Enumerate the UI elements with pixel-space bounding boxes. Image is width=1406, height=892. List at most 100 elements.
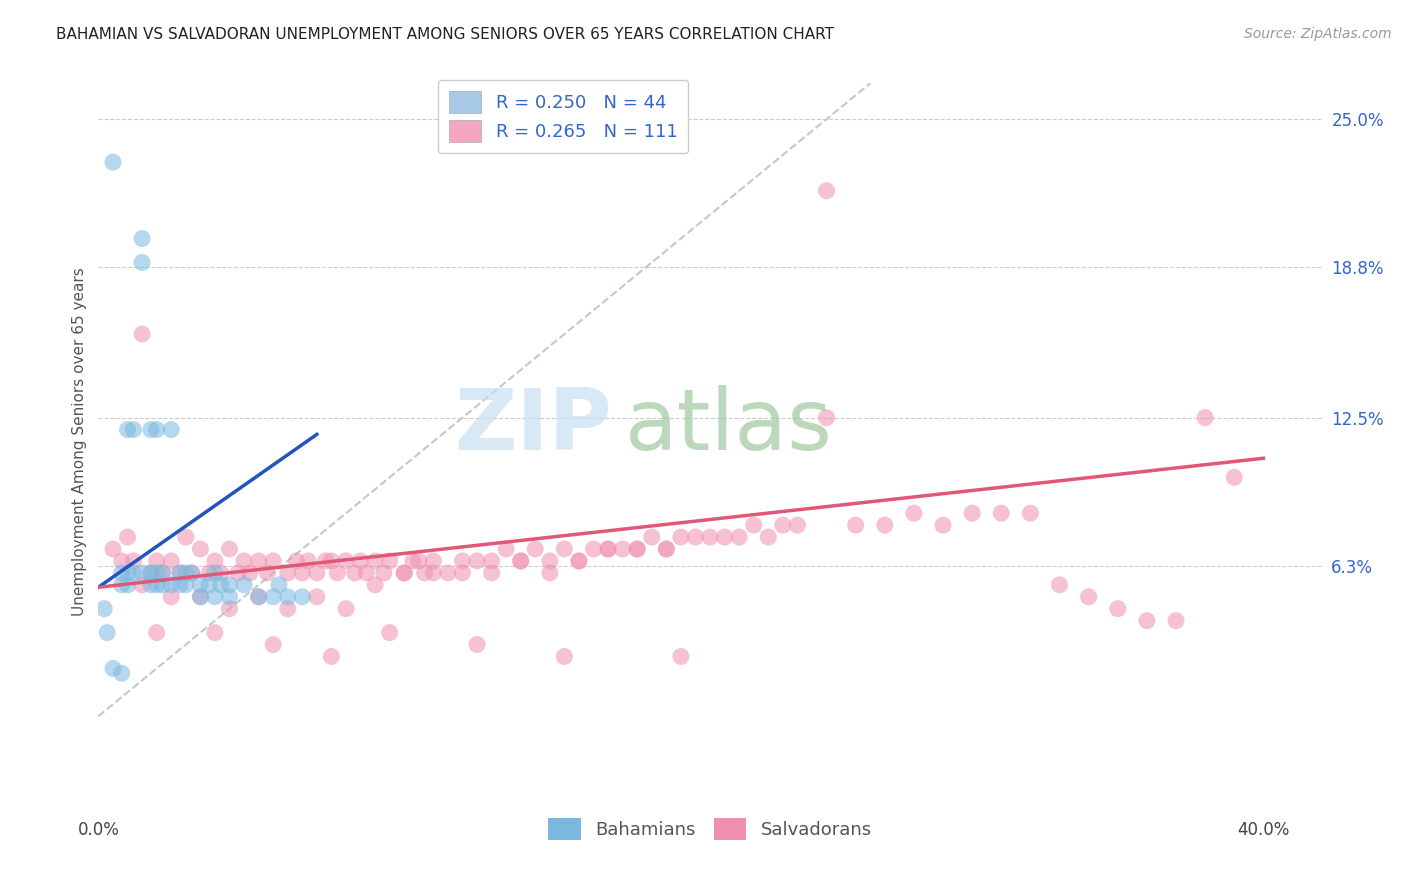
Point: [1107, 601, 1129, 615]
Point: [596, 541, 619, 556]
Point: [204, 590, 226, 604]
Point: [277, 601, 299, 615]
Point: [596, 541, 619, 556]
Point: [111, 566, 134, 580]
Point: [169, 566, 191, 580]
Point: [247, 554, 270, 568]
Point: [1194, 410, 1216, 425]
Point: [139, 566, 162, 580]
Point: [315, 554, 337, 568]
Point: [465, 638, 488, 652]
Point: [145, 423, 167, 437]
Point: [188, 590, 212, 604]
Point: [122, 423, 145, 437]
Point: [285, 554, 308, 568]
Point: [152, 566, 174, 580]
Point: [169, 566, 191, 580]
Point: [815, 184, 838, 198]
Point: [174, 530, 197, 544]
Point: [392, 566, 416, 580]
Point: [451, 566, 474, 580]
Point: [131, 578, 153, 592]
Point: [160, 554, 183, 568]
Point: [568, 554, 591, 568]
Point: [93, 601, 115, 615]
Text: Source: ZipAtlas.com: Source: ZipAtlas.com: [1244, 27, 1392, 41]
Point: [152, 578, 174, 592]
Point: [262, 590, 284, 604]
Point: [198, 578, 221, 592]
Point: [343, 566, 366, 580]
Point: [291, 590, 314, 604]
Point: [209, 578, 232, 592]
Point: [305, 566, 328, 580]
Point: [932, 518, 955, 533]
Point: [742, 518, 765, 533]
Point: [378, 554, 401, 568]
Point: [1019, 506, 1042, 520]
Point: [262, 554, 284, 568]
Point: [131, 231, 153, 245]
Point: [204, 554, 226, 568]
Point: [188, 541, 212, 556]
Point: [392, 566, 416, 580]
Point: [188, 590, 212, 604]
Point: [437, 566, 460, 580]
Point: [626, 541, 648, 556]
Point: [495, 541, 517, 556]
Point: [139, 578, 162, 592]
Point: [538, 554, 561, 568]
Point: [233, 578, 256, 592]
Point: [845, 518, 868, 533]
Point: [139, 566, 162, 580]
Point: [160, 578, 183, 592]
Point: [204, 566, 226, 580]
Point: [786, 518, 808, 533]
Point: [160, 590, 183, 604]
Point: [218, 601, 240, 615]
Point: [256, 566, 278, 580]
Point: [101, 541, 124, 556]
Point: [131, 255, 153, 269]
Point: [305, 590, 328, 604]
Point: [408, 554, 430, 568]
Point: [1136, 614, 1159, 628]
Point: [145, 566, 167, 580]
Point: [188, 578, 212, 592]
Point: [364, 554, 387, 568]
Point: [145, 578, 167, 592]
Point: [145, 554, 167, 568]
Point: [204, 625, 226, 640]
Point: [180, 566, 202, 580]
Point: [699, 530, 721, 544]
Point: [669, 649, 692, 664]
Point: [422, 554, 444, 568]
Point: [247, 590, 270, 604]
Point: [465, 554, 488, 568]
Text: atlas: atlas: [624, 385, 832, 468]
Point: [152, 566, 174, 580]
Text: BAHAMIAN VS SALVADORAN UNEMPLOYMENT AMONG SENIORS OVER 65 YEARS CORRELATION CHAR: BAHAMIAN VS SALVADORAN UNEMPLOYMENT AMON…: [56, 27, 834, 42]
Point: [160, 423, 183, 437]
Point: [553, 649, 575, 664]
Point: [568, 554, 591, 568]
Point: [131, 327, 153, 342]
Point: [1077, 590, 1099, 604]
Point: [131, 566, 153, 580]
Point: [451, 554, 474, 568]
Point: [226, 566, 249, 580]
Point: [481, 566, 503, 580]
Point: [481, 554, 503, 568]
Point: [262, 638, 284, 652]
Point: [612, 541, 634, 556]
Point: [277, 590, 299, 604]
Point: [960, 506, 983, 520]
Point: [402, 554, 425, 568]
Point: [1049, 578, 1071, 592]
Point: [180, 566, 202, 580]
Point: [413, 566, 436, 580]
Point: [873, 518, 896, 533]
Point: [815, 410, 838, 425]
Text: ZIP: ZIP: [454, 385, 612, 468]
Point: [321, 554, 343, 568]
